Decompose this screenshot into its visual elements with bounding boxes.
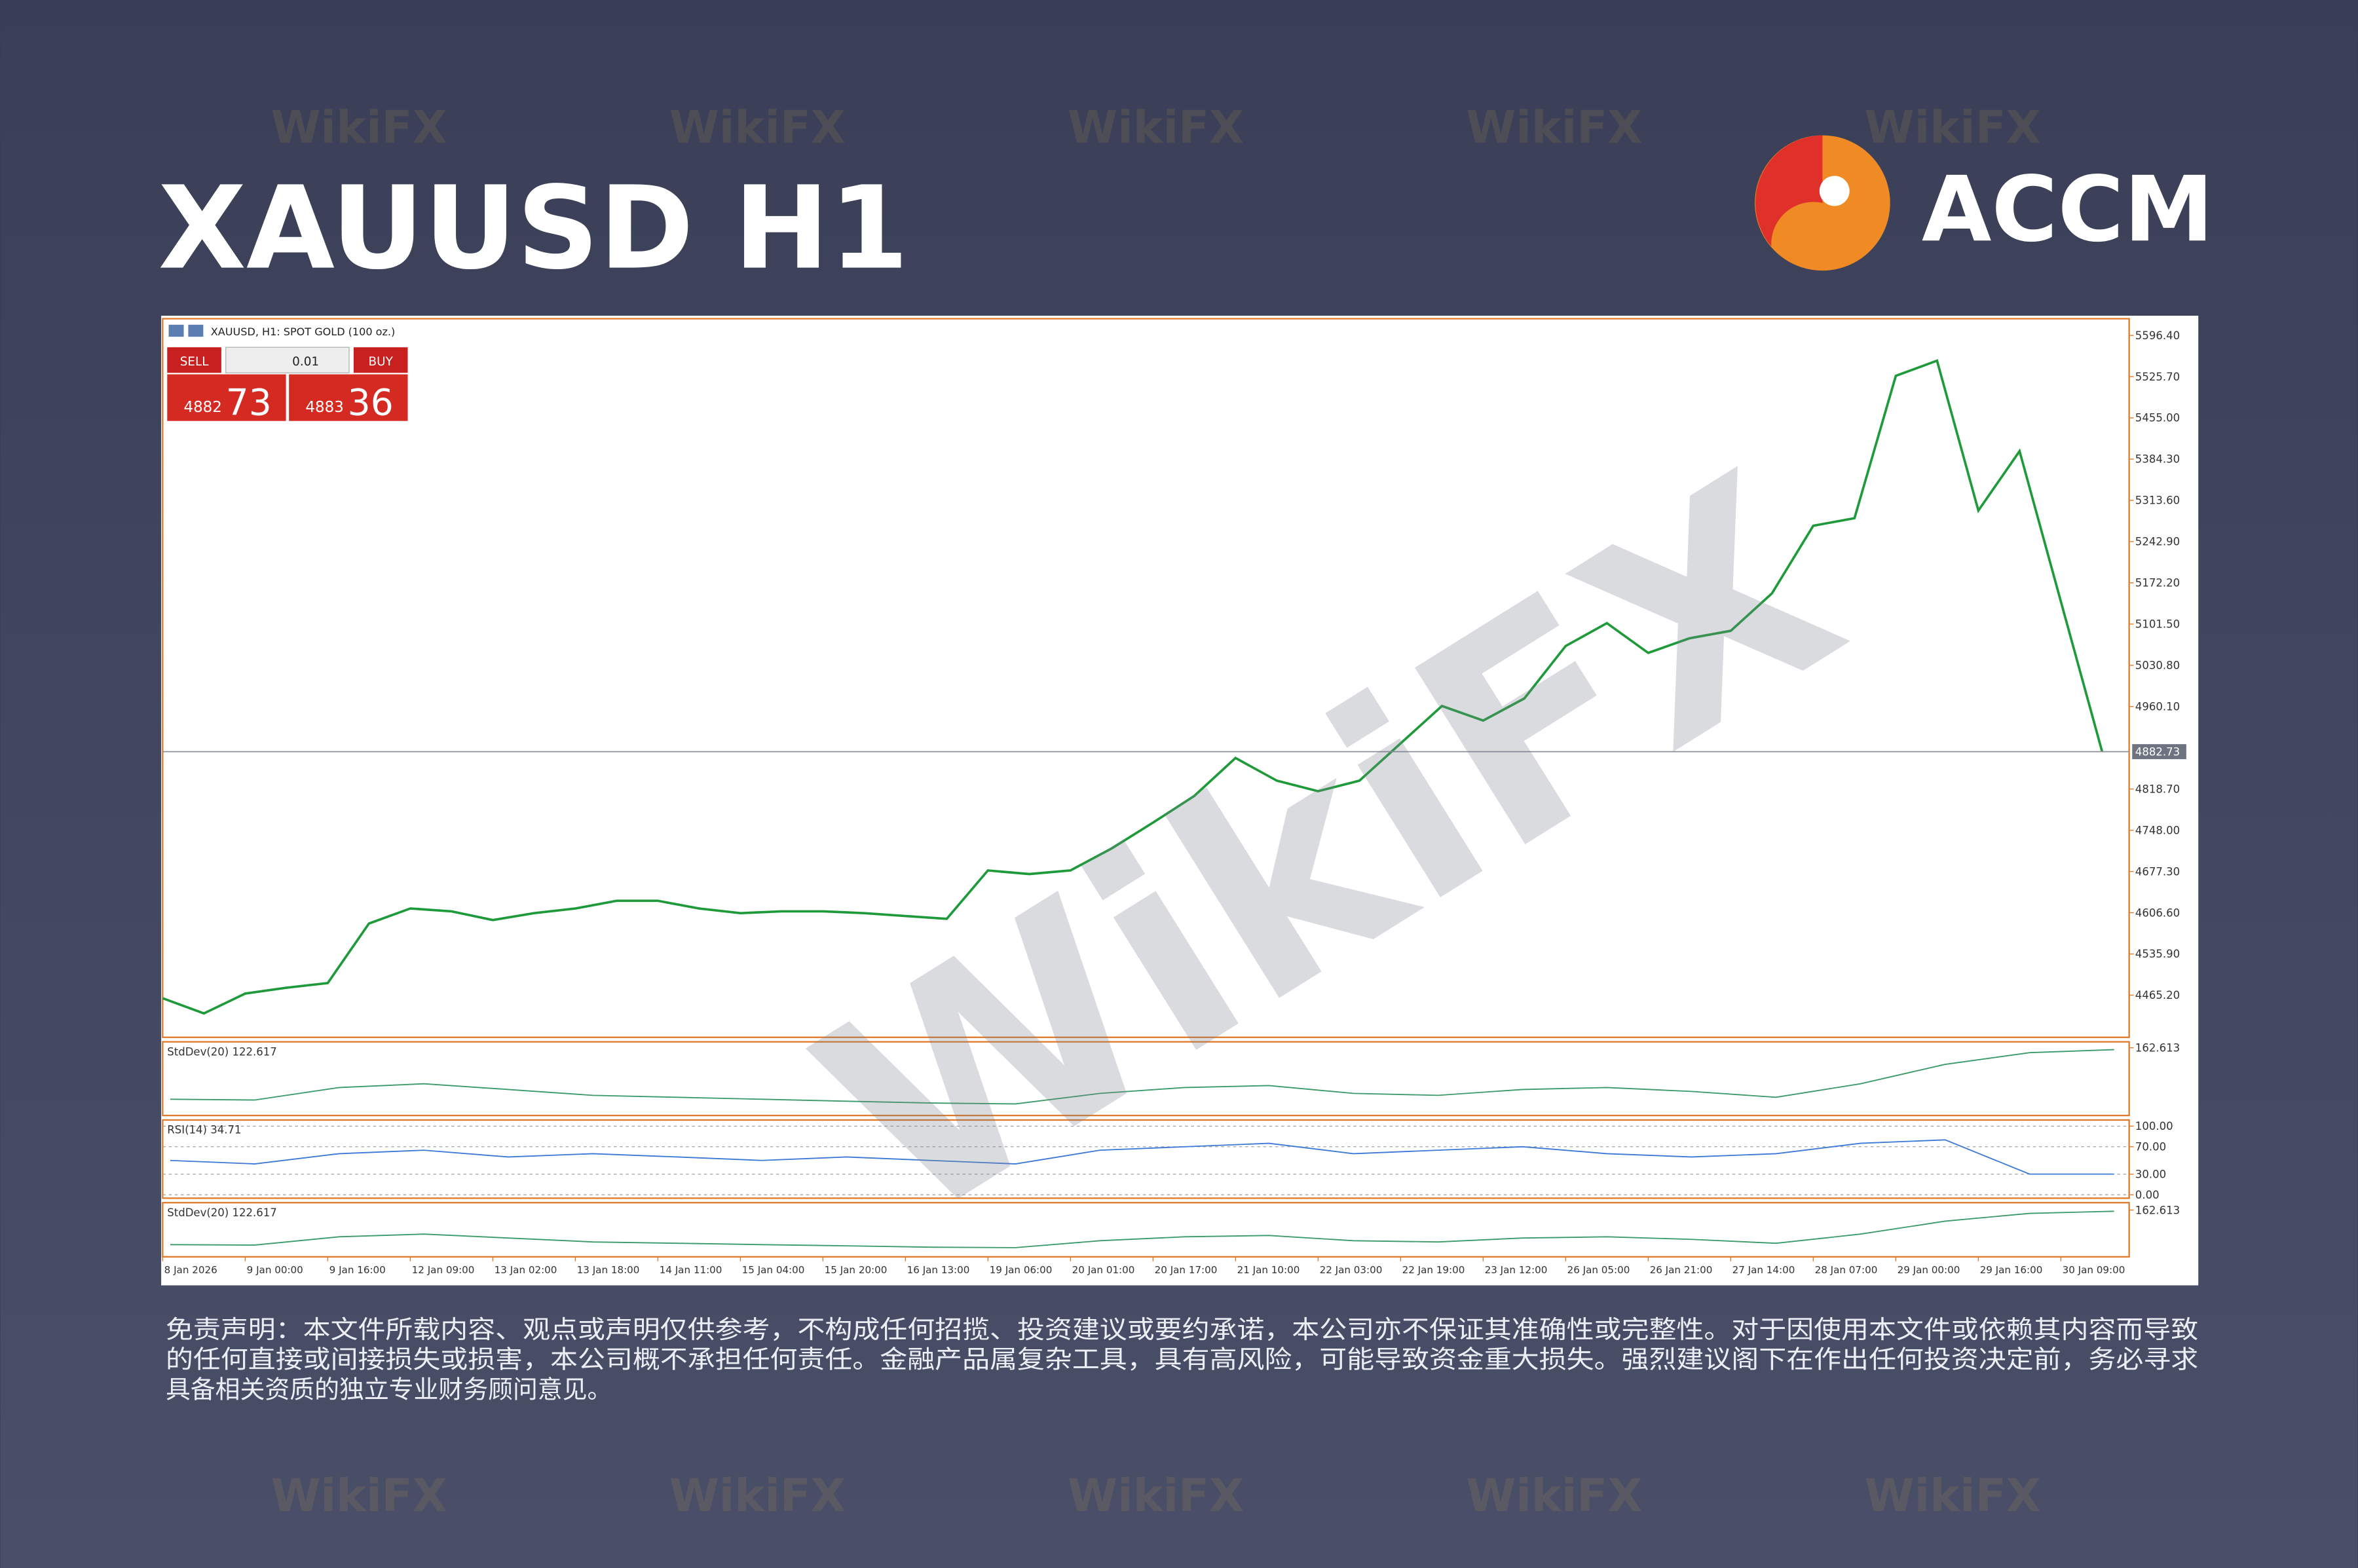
x-tick-label: 9 Jan 00:00: [247, 1264, 303, 1276]
x-tick-label: 13 Jan 18:00: [577, 1264, 640, 1276]
y-tick-label: 100.00: [2135, 1120, 2173, 1132]
y-tick-label: 4748.00: [2135, 824, 2180, 836]
symbol-label: XAUUSD, H1: SPOT GOLD (100 oz.): [211, 326, 395, 338]
x-tick-label: 14 Jan 11:00: [660, 1264, 722, 1276]
watermark: WikiFX: [271, 102, 447, 154]
x-tick-label: 23 Jan 12:00: [1485, 1264, 1548, 1276]
y-tick-label: 5172.20: [2135, 577, 2180, 589]
y-tick-label: 70.00: [2135, 1141, 2166, 1153]
y-tick-label: 5101.50: [2135, 618, 2180, 631]
title: XAUUSD H1: [158, 162, 908, 295]
watermark: WikiFX: [669, 1470, 846, 1522]
watermark: WikiFX: [271, 1470, 447, 1522]
panel-frame: [162, 318, 2130, 1038]
terminal-header: XAUUSD, H1: SPOT GOLD (100 oz.): [168, 324, 395, 338]
x-tick-label: 8 Jan 2026: [164, 1264, 217, 1276]
y-tick-label: 5313.60: [2135, 495, 2180, 507]
panel-label: StdDev(20) 122.617: [167, 1045, 277, 1058]
watermark: WikiFX: [669, 102, 846, 154]
x-tick-label: 30 Jan 09:00: [2063, 1264, 2125, 1276]
x-tick-label: 20 Jan 01:00: [1072, 1264, 1135, 1276]
price-line: [170, 1049, 2114, 1105]
watermark: WikiFX: [1865, 1470, 2041, 1522]
watermark: WikiFX: [1068, 1470, 1244, 1522]
icon: [168, 324, 184, 337]
lot-value: 0.01: [292, 355, 319, 369]
bid-big: 4882: [184, 399, 222, 416]
y-tick-label: 5455.00: [2135, 412, 2180, 424]
x-tick-label: 16 Jan 13:00: [907, 1264, 970, 1276]
price-line: [170, 1210, 2114, 1248]
x-tick-label: 21 Jan 10:00: [1237, 1264, 1300, 1276]
disclaimer-line: 免责声明：本文件所载内容、观点或声明仅供参考，不构成任何招揽、投资建议或要约承诺…: [166, 1315, 2198, 1344]
x-tick-label: 22 Jan 19:00: [1402, 1264, 1465, 1276]
current-price-box: [2132, 744, 2186, 760]
logo-mark: [1819, 176, 1850, 206]
x-tick-label: 22 Jan 03:00: [1320, 1264, 1383, 1276]
x-tick-label: 9 Jan 16:00: [329, 1264, 386, 1276]
watermark: WikiFX: [1466, 1470, 1642, 1522]
x-tick-label: 26 Jan 05:00: [1567, 1264, 1630, 1276]
logo-text: ACCM: [1922, 157, 2214, 262]
price-line: [162, 359, 2104, 1015]
icon: [188, 324, 204, 337]
y-tick-label: 4535.90: [2135, 948, 2180, 960]
watermark: WikiFX: [1865, 102, 2041, 154]
chart-window: [161, 316, 2199, 1286]
logo: ACCM: [1755, 135, 2214, 271]
y-tick-label: 5242.90: [2135, 536, 2180, 548]
y-tick-label: 5525.70: [2135, 371, 2180, 383]
ask-big: 4883: [305, 399, 343, 416]
y-tick-label: 5030.80: [2135, 660, 2180, 672]
panel-label: StdDev(20) 122.617: [167, 1206, 277, 1219]
disclaimer: 免责声明：本文件所载内容、观点或声明仅供参考，不构成任何招揽、投资建议或要约承诺…: [166, 1315, 2198, 1404]
y-tick-label: 4465.20: [2135, 989, 2180, 1001]
panel-label: RSI(14) 34.71: [167, 1124, 241, 1136]
x-tick-label: 20 Jan 17:00: [1155, 1264, 1218, 1276]
y-tick-label: 4818.70: [2135, 783, 2180, 795]
x-tick-label: 15 Jan 20:00: [825, 1264, 888, 1276]
x-tick-label: 13 Jan 02:00: [495, 1264, 557, 1276]
y-tick-label: 0.00: [2135, 1189, 2160, 1201]
sell-label: SELL: [180, 355, 209, 369]
buy-label: BUY: [369, 355, 394, 369]
y-tick-label: 162.613: [2135, 1204, 2180, 1216]
x-tick-label: 19 Jan 06:00: [990, 1264, 1053, 1276]
x-tick-label: 29 Jan 16:00: [1980, 1264, 2043, 1276]
bid-small: 73: [226, 382, 272, 424]
ask-box[interactable]: [289, 374, 408, 421]
panel-frame: [162, 1041, 2130, 1117]
watermark: WikiFX: [1068, 102, 1244, 154]
y-tick-label: 5596.40: [2135, 329, 2180, 342]
disclaimer-line: 的任何直接或间接损失或损害，本公司概不承担任何责任。金融产品属复杂工具，具有高风…: [166, 1345, 2198, 1374]
x-tick-label: 27 Jan 14:00: [1732, 1264, 1795, 1276]
panel-frame: [162, 1119, 2130, 1199]
sell-button[interactable]: [167, 347, 221, 373]
disclaimer-line: 具备相关资质的独立专业财务顾问意见。: [166, 1375, 612, 1404]
trade-panel: SELL 0.01 BUY 4882 73 4883 36: [167, 346, 408, 424]
y-tick-label: 30.00: [2135, 1168, 2166, 1180]
panel-frame: [162, 1202, 2130, 1258]
buy-button[interactable]: [353, 347, 408, 373]
x-tick-label: 29 Jan 00:00: [1898, 1264, 1960, 1276]
x-tick-label: 26 Jan 21:00: [1650, 1264, 1713, 1276]
x-tick-label: 15 Jan 04:00: [742, 1264, 805, 1276]
y-tick-label: 5384.30: [2135, 453, 2180, 466]
x-tick-label: 12 Jan 09:00: [412, 1264, 475, 1276]
y-tick-label: 4960.10: [2135, 700, 2180, 713]
price-line: [170, 1139, 2114, 1175]
watermark: WikiFX: [1466, 102, 1642, 154]
current-price-label: 4882.73: [2135, 745, 2180, 758]
x-tick-label: 28 Jan 07:00: [1815, 1264, 1878, 1276]
ask-small: 36: [348, 382, 394, 424]
lot-box[interactable]: [225, 346, 350, 373]
y-tick-label: 4606.60: [2135, 906, 2180, 919]
y-tick-label: 4677.30: [2135, 865, 2180, 878]
y-tick-label: 162.613: [2135, 1041, 2180, 1054]
bid-box[interactable]: [167, 374, 286, 421]
logo-mark: [1755, 135, 1823, 247]
